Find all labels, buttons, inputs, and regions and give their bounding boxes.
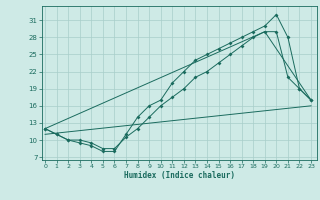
X-axis label: Humidex (Indice chaleur): Humidex (Indice chaleur) [124,171,235,180]
